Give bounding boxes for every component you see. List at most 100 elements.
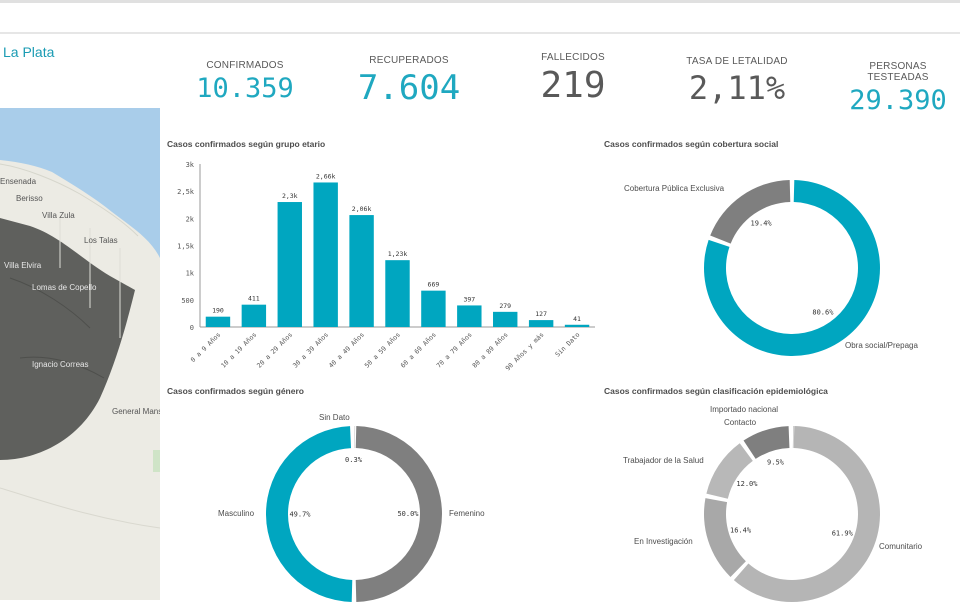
bar[interactable]	[277, 202, 302, 327]
bar-data-label: 411	[248, 295, 260, 303]
district-road	[19, 356, 105, 379]
bar[interactable]	[241, 304, 267, 327]
y-tick-label: 0	[190, 324, 194, 332]
district-road	[9, 277, 91, 329]
slice-percent-label: 50.0%	[397, 510, 419, 518]
donut-slice[interactable]	[743, 426, 790, 459]
bar[interactable]	[385, 260, 410, 327]
bar-data-label: 41	[573, 315, 581, 323]
map-road	[0, 487, 160, 529]
toolbar-strip	[0, 0, 960, 3]
x-tick-label: 80 a 89 Años	[471, 331, 510, 370]
donut-slice[interactable]	[733, 426, 880, 602]
x-tick-label: 40 a 49 Años	[327, 331, 366, 370]
slice-percent-label: 49.7%	[289, 511, 311, 519]
place-title: La Plata	[3, 44, 55, 60]
map-label: Ensenada	[0, 177, 37, 186]
map-label: Villa Zula	[42, 211, 75, 220]
map-label: Villa Elvira	[4, 261, 42, 270]
donut-slice[interactable]	[265, 426, 353, 602]
x-tick-label: 50 a 59 Años	[363, 331, 402, 370]
donut-genero[interactable]: 50.0% 49.7% 0.3%	[262, 422, 446, 606]
coast-road	[0, 163, 139, 237]
bar-data-label: 669	[428, 281, 440, 289]
slice-percent-label: 16.4%	[730, 526, 752, 534]
x-tick-label: 20 a 29 Años	[255, 331, 294, 370]
donut-cobertura-social[interactable]: 80.6% 19.4%	[700, 176, 884, 360]
slice-label: Obra social/Prepaga	[845, 341, 918, 350]
slice-percent-label: 61.9%	[832, 530, 854, 538]
bar-data-label: 2,06k	[352, 205, 372, 213]
slice-percent-label: 9.5%	[767, 459, 785, 467]
kpi-tasa-letalidad: TASA DE LETALIDAD 2,11%	[677, 56, 797, 107]
kpi-label: TASA DE LETALIDAD	[686, 56, 788, 67]
district-area	[0, 218, 135, 460]
slice-label: Importado nacional	[710, 405, 779, 414]
bar-data-label: 279	[499, 302, 511, 310]
slice-label: Contacto	[724, 418, 757, 427]
map-label: Lomas de Copello	[32, 283, 97, 292]
kpi-label: FALLECIDOS	[541, 52, 605, 63]
y-tick-label: 2k	[186, 215, 195, 223]
bar[interactable]	[564, 324, 590, 327]
x-tick-label: 10 a 19 Años	[219, 331, 258, 370]
y-tick-label: 2,5k	[177, 188, 195, 196]
kpi-value: 29.390	[849, 85, 947, 116]
chart-title-cobertura-social: Casos confirmados según cobertura social	[604, 139, 779, 149]
bar-chart-grupo-etario[interactable]: 0 500 1k 1,5k 2k 2,5k 3k 190 0 a 9 Años 411 10 a 1…	[165, 150, 600, 382]
park-area	[153, 450, 160, 472]
slice-percent-label: 80.6%	[812, 308, 834, 316]
chart-title-genero: Casos confirmados según género	[167, 386, 304, 396]
bar-data-label: 1,23k	[388, 250, 408, 258]
slice-label: Comunitario	[879, 542, 923, 551]
kpi-value: 7.604	[357, 68, 461, 108]
donut-clasificacion[interactable]: 61.9% 16.4% 12.0% 9.5%	[700, 422, 884, 606]
slice-label: Masculino	[218, 509, 255, 518]
slice-label: Trabajador de la Salud	[623, 456, 704, 465]
chart-title-clasificacion: Casos confirmados según clasificación ep…	[604, 386, 828, 396]
x-tick-label: 0 a 9 Años	[189, 331, 222, 364]
bar[interactable]	[457, 305, 482, 327]
bar-data-label: 2,3k	[282, 192, 298, 200]
donut-slice[interactable]	[792, 426, 794, 449]
map-canvas[interactable]	[0, 108, 160, 600]
donut-slice[interactable]	[354, 426, 356, 449]
slice-label: Femenino	[449, 509, 485, 518]
slice-percent-label: 19.4%	[751, 220, 773, 228]
kpi-recuperados: RECUPERADOS 7.604	[349, 55, 469, 108]
bar[interactable]	[493, 311, 518, 327]
y-tick-label: 500	[181, 297, 194, 305]
kpi-value: 10.359	[196, 73, 294, 104]
bar[interactable]	[313, 182, 338, 327]
kpi-personas-testeadas: PERSONAS TESTEADAS 29.390	[838, 61, 958, 116]
map-panel[interactable]: Ensenada Berisso Villa Zula Los Talas Vi…	[0, 108, 160, 600]
kpi-label: CONFIRMADOS	[206, 60, 284, 71]
bar[interactable]	[349, 215, 374, 327]
bar-data-label: 127	[535, 310, 547, 318]
x-tick-label: 70 a 79 Años	[435, 331, 474, 370]
donut-slice[interactable]	[710, 180, 791, 244]
river-water	[0, 108, 160, 258]
donut-slice[interactable]	[704, 498, 746, 577]
x-tick-label: Sin Dato	[554, 331, 582, 359]
kpi-label: PERSONAS TESTEADAS	[867, 61, 929, 83]
bar-data-label: 190	[212, 307, 224, 315]
y-tick-label: 1k	[186, 270, 195, 278]
y-tick-label: 3k	[186, 161, 195, 169]
donut-slice[interactable]	[706, 443, 753, 499]
x-tick-label: 60 a 69 Años	[399, 331, 438, 370]
x-tick-label: 30 a 39 Años	[291, 331, 330, 370]
bar-data-label: 2,66k	[316, 172, 336, 180]
map-label: General Mansilla	[112, 407, 160, 416]
donut-slice[interactable]	[355, 426, 443, 602]
bar[interactable]	[205, 316, 231, 327]
kpi-value: 2,11%	[688, 69, 786, 107]
slice-percent-label: 0.3%	[345, 456, 363, 464]
bar[interactable]	[528, 320, 554, 327]
slice-label: En Investigación	[634, 537, 693, 546]
bar[interactable]	[421, 290, 446, 327]
kpi-fallecidos: FALLECIDOS 219	[513, 52, 633, 106]
kpi-label: RECUPERADOS	[369, 55, 449, 66]
map-label: Berisso	[16, 194, 43, 203]
chart-title-grupo-etario: Casos confirmados según grupo etario	[167, 139, 326, 149]
